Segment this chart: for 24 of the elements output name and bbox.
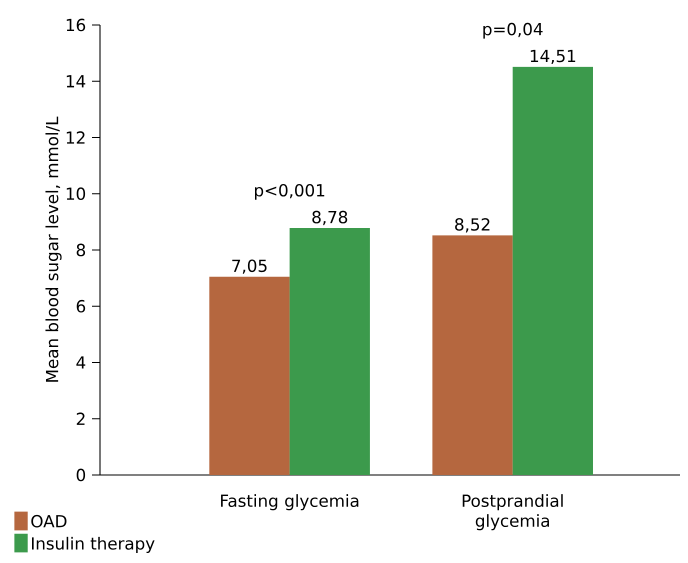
bar	[512, 66, 593, 475]
y-tick-label: 4	[76, 356, 86, 369]
y-tick-label: 12	[66, 131, 85, 144]
bar	[209, 276, 290, 475]
y-axis-title: Mean blood sugar level, mmol/L	[45, 116, 62, 382]
x-tick-label: Postprandial glycemia	[462, 494, 563, 530]
y-tick-label: 14	[66, 75, 86, 88]
bar	[290, 228, 370, 475]
y-tick-label: 6	[76, 300, 86, 313]
y-tick-label: 10	[66, 187, 86, 200]
y-tick-label: 8	[76, 244, 86, 256]
data-label: 8,78	[312, 210, 348, 226]
y-tick-label: 16	[66, 18, 86, 32]
legend-label: OAD	[31, 514, 66, 528]
y-tick-label: 2	[76, 412, 85, 425]
x-tick-label: Fasting glycemia	[221, 494, 358, 510]
data-label: 14,51	[530, 50, 576, 64]
data-label: 8,52	[455, 218, 490, 232]
annotation: p<0,001	[254, 184, 324, 200]
bar	[432, 235, 513, 475]
y-tick-label: 0	[76, 468, 86, 482]
annotation: p=0,04	[483, 22, 543, 39]
legend-label: Insulin therapy	[32, 536, 155, 553]
data-label: 7,05	[232, 259, 267, 274]
